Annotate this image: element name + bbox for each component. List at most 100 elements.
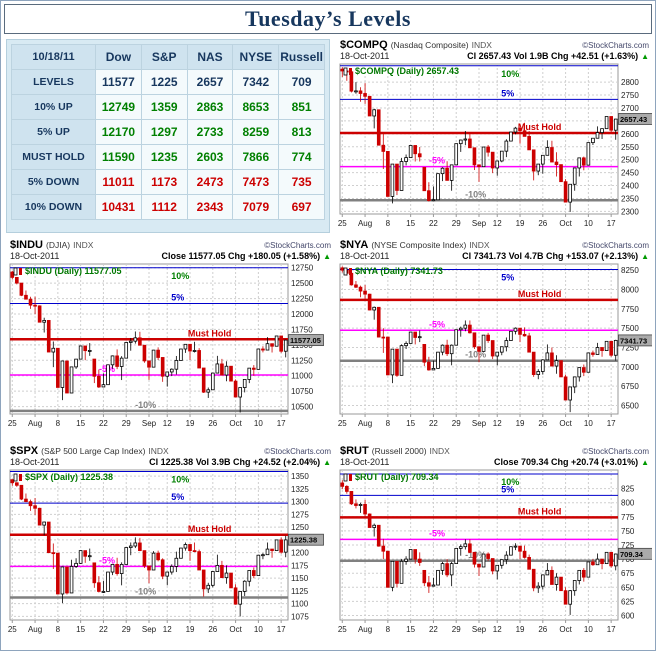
svg-text:1200: 1200: [291, 549, 309, 558]
x-axis-labels: 25 Aug 8 15 22 29 Sep 12 19 26 Oct 10 17: [338, 620, 616, 634]
svg-text:Aug: Aug: [358, 419, 372, 428]
svg-text:10: 10: [254, 625, 263, 634]
grid: [10, 264, 288, 414]
svg-text:25: 25: [8, 625, 17, 634]
chart-header: $SPX (S&P 500 Large Cap Index) INDX ©StockC…: [8, 444, 334, 467]
level-label-up5: 5%: [501, 484, 514, 494]
svg-text:2700: 2700: [621, 104, 639, 113]
svg-text:19: 19: [516, 419, 525, 428]
up-candle-icon: [343, 267, 348, 276]
chart-symbol: $COMPQ: [340, 39, 388, 51]
svg-text:1225.38: 1225.38: [290, 536, 317, 545]
svg-text:600: 600: [621, 611, 635, 620]
page-title: Tuesday’s Levels: [245, 6, 411, 31]
chart-legend-label: $SPX (Daily) 1225.38: [25, 472, 113, 482]
chart-panel-nya: $NYA (NYSE Composite Index) INDX ©StockChar…: [334, 237, 652, 443]
table-value: 11011: [95, 169, 142, 195]
svg-text:19: 19: [516, 219, 525, 228]
up-arrow-icon: ▲: [323, 458, 331, 467]
chart-quote: Cl 7341.73 Vol 4.7B Chg +153.07 (+2.13%): [462, 251, 639, 261]
down-candle-icon: [19, 268, 22, 275]
chart-exchange: INDX: [429, 446, 450, 456]
chart-header-line2: 18-Oct-2011 Close 11577.05 Chg +180.05 (+…: [10, 251, 331, 261]
chart-symbol: $SPX: [10, 445, 39, 457]
svg-text:8000: 8000: [621, 286, 639, 295]
stockcharts-watermark: ©StockCharts.com: [582, 241, 649, 250]
svg-text:17: 17: [607, 625, 616, 634]
svg-text:12: 12: [493, 219, 502, 228]
chart-header: $COMPQ (Nasdaq Composite) INDX ©StockCharts…: [338, 38, 652, 61]
svg-text:2550: 2550: [621, 143, 639, 152]
svg-text:29: 29: [122, 419, 131, 428]
level-label-up10: 10%: [501, 477, 519, 487]
svg-text:29: 29: [452, 219, 461, 228]
svg-text:Sep: Sep: [472, 219, 487, 228]
levels-table: 10/18/11 Dow S&P NAS NYSE Russell LEVELS 11577 1…: [11, 44, 325, 220]
svg-text:6500: 6500: [621, 401, 639, 410]
table-value: 1359: [140, 94, 188, 120]
table-value: 774: [278, 144, 325, 170]
chart-legend-label: $INDU (Daily) 11577.05: [25, 266, 122, 276]
svg-text:12: 12: [163, 419, 172, 428]
up-candle-icon: [343, 473, 348, 482]
table-col-header: NAS: [186, 44, 234, 70]
table-value: 7473: [232, 169, 280, 195]
levels-table-panel: 10/18/11 Dow S&P NAS NYSE Russell LEVELS 11577 1…: [6, 39, 330, 233]
row-label: 5% DOWN: [11, 169, 96, 195]
svg-text:Aug: Aug: [28, 419, 42, 428]
table-value: 2733: [186, 119, 234, 145]
table-row: 5% UP 12170 1297 2733 8259 813: [11, 119, 325, 145]
table-value: 2657: [186, 69, 234, 95]
svg-text:7000: 7000: [621, 363, 639, 372]
chart-date: 18-Oct-2011: [340, 251, 390, 261]
chart-header-line1: $NYA (NYSE Composite Index) INDX ©StockChar…: [340, 239, 649, 251]
chart-legend-label: $RUT (Daily) 709.34: [355, 472, 439, 482]
level-label-must_hold: Must Hold: [188, 328, 232, 338]
chart-legend-label: $COMPQ (Daily) 2657.43: [355, 66, 459, 76]
level-label-up10: 10%: [171, 475, 189, 485]
chart-name: (Russell 2000): [371, 446, 427, 456]
svg-text:Aug: Aug: [358, 219, 372, 228]
table-value: 697: [278, 194, 325, 220]
svg-text:Oct: Oct: [559, 219, 572, 228]
svg-text:22: 22: [99, 625, 108, 634]
svg-text:12500: 12500: [291, 279, 314, 288]
up-candle-icon: [343, 67, 348, 76]
table-value: 12749: [95, 94, 142, 120]
svg-text:12: 12: [493, 625, 502, 634]
table-col-header: Dow: [95, 44, 142, 70]
svg-text:Oct: Oct: [229, 419, 242, 428]
svg-text:26: 26: [208, 625, 217, 634]
table-col-header: NYSE: [232, 44, 280, 70]
svg-text:10: 10: [254, 419, 263, 428]
candles: [340, 480, 618, 615]
chart-panel-spx: $SPX (S&P 500 Large Cap Index) INDX ©StockC…: [4, 443, 334, 649]
svg-text:17: 17: [607, 219, 616, 228]
svg-text:26: 26: [538, 419, 547, 428]
up-arrow-icon: ▲: [641, 252, 649, 261]
svg-text:10500: 10500: [291, 403, 314, 412]
svg-text:709.34: 709.34: [620, 550, 644, 559]
level-label-must_hold: Must Hold: [518, 289, 562, 299]
svg-text:15: 15: [406, 625, 415, 634]
row-label: 10% UP: [11, 94, 96, 120]
row-label: MUST HOLD: [11, 144, 96, 170]
table-value: 2343: [186, 194, 234, 220]
table-value: 1112: [140, 194, 188, 220]
svg-text:1150: 1150: [291, 574, 309, 583]
svg-text:775: 775: [621, 513, 635, 522]
svg-text:1075: 1075: [291, 612, 309, 621]
price-chart: 6500 6750 7000 7250 7500 7750 8000 8250 25 Aug 8 15…: [338, 263, 652, 428]
svg-text:11750: 11750: [291, 325, 313, 334]
table-value: 813: [278, 119, 325, 145]
table-value: 1173: [140, 169, 188, 195]
svg-text:17: 17: [277, 419, 286, 428]
stockcharts-watermark: ©StockCharts.com: [582, 447, 649, 456]
level-label-dn10: -10%: [465, 350, 486, 360]
svg-text:2800: 2800: [621, 78, 639, 87]
level-label-up5: 5%: [171, 492, 184, 502]
table-row: LEVELS 11577 1225 2657 7342 709: [11, 69, 325, 95]
svg-text:8: 8: [386, 419, 391, 428]
chart-exchange: INDX: [469, 240, 490, 250]
svg-text:12250: 12250: [291, 295, 314, 304]
